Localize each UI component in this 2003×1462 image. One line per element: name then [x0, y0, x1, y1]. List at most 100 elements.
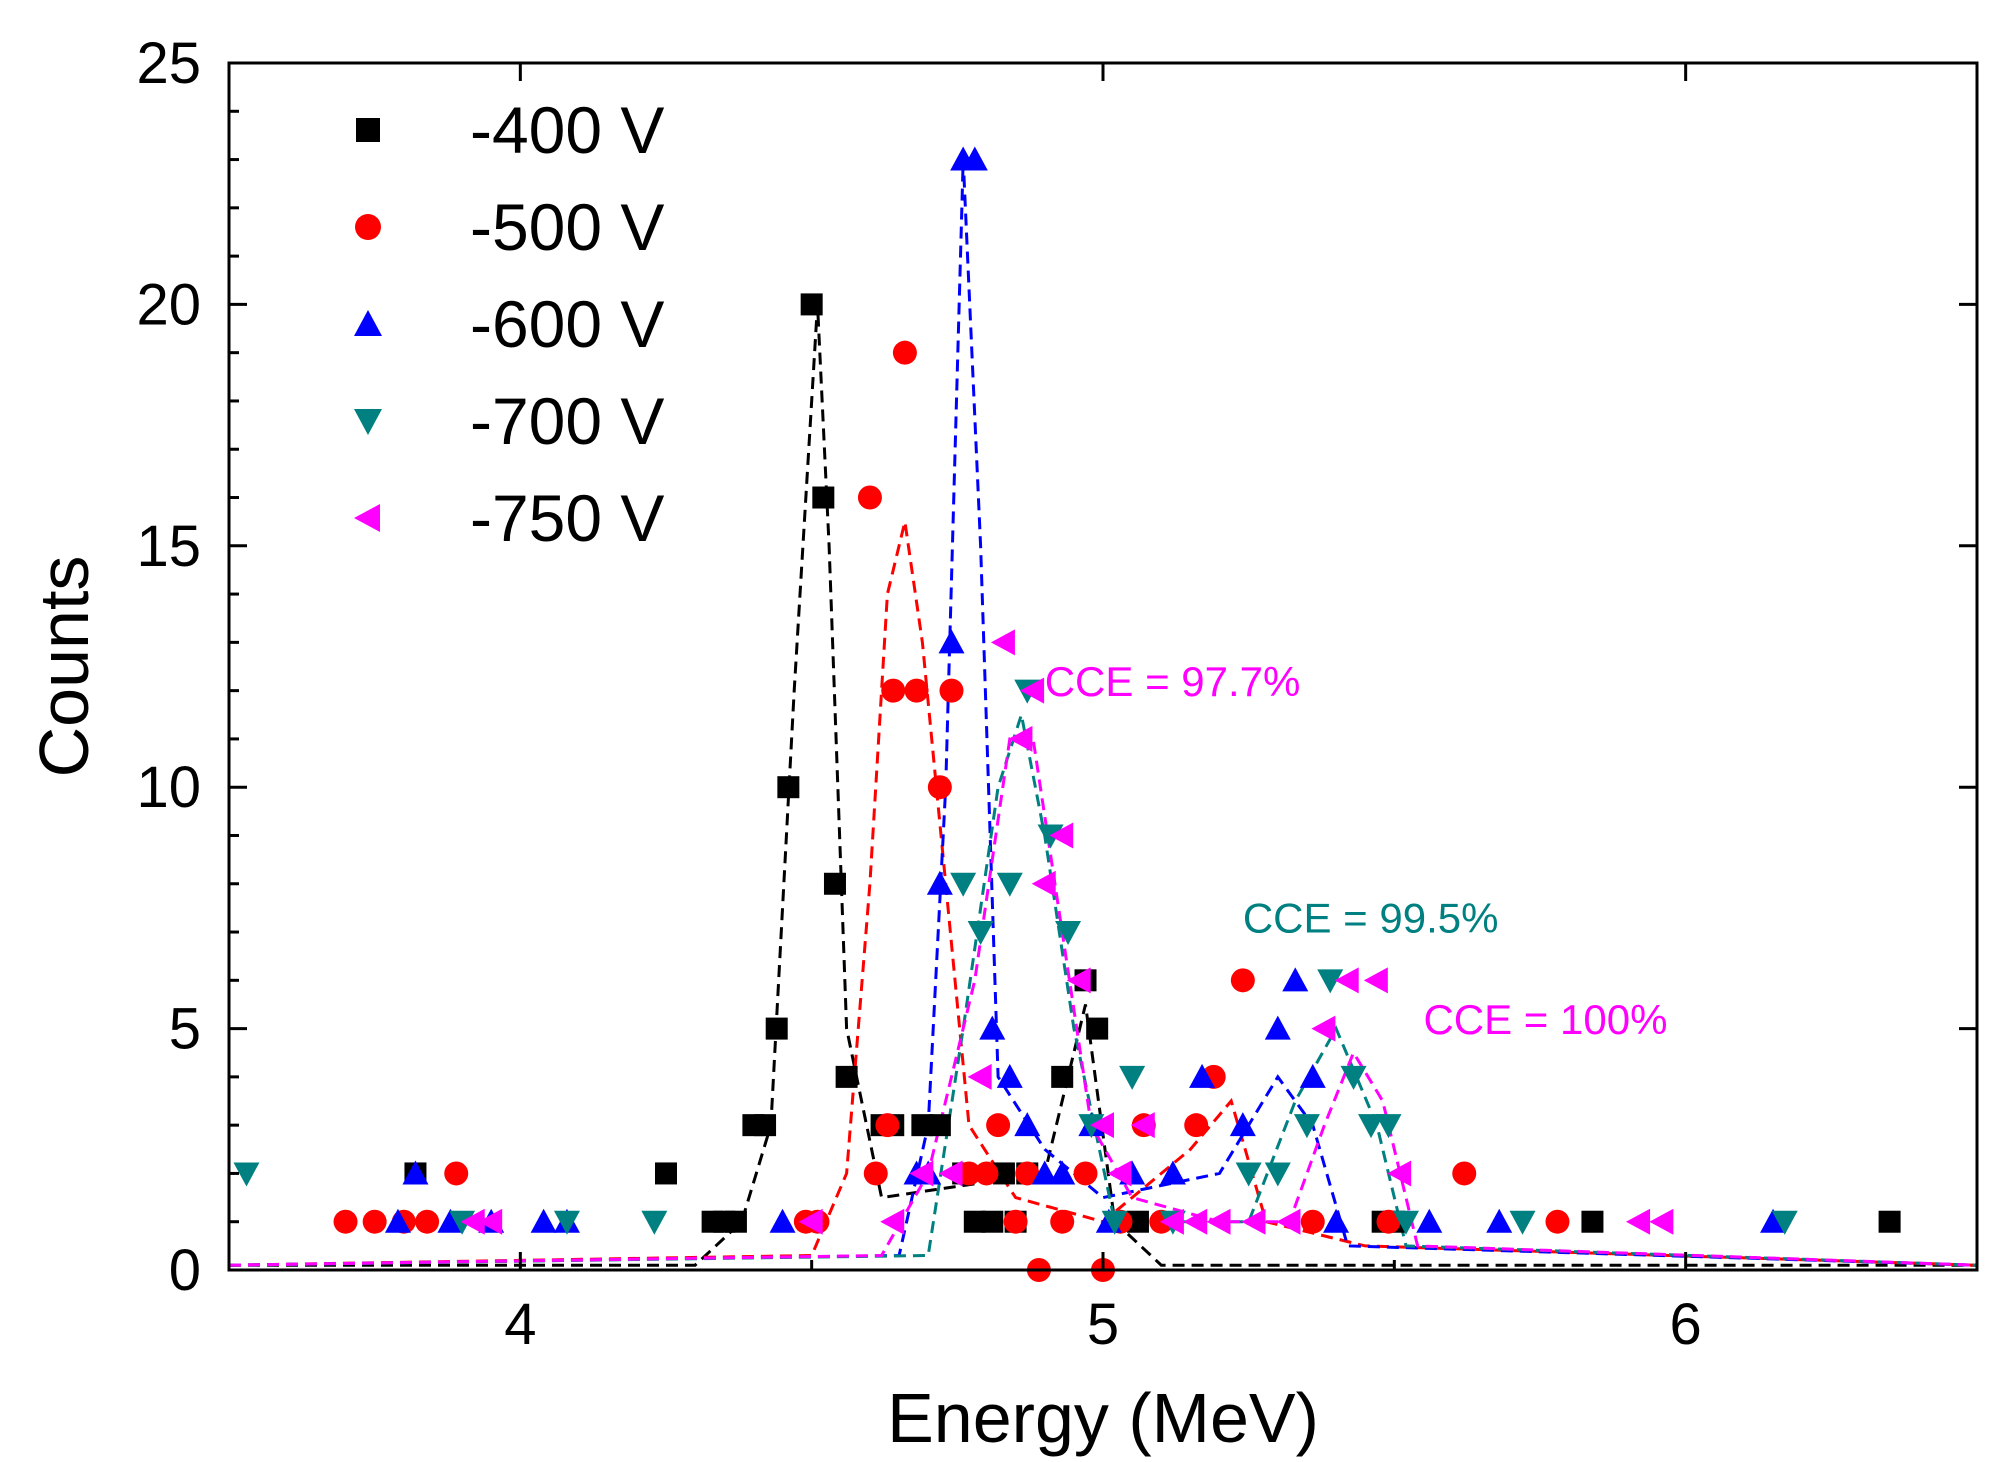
data-point-700v — [1317, 969, 1344, 994]
legend-label: -500 V — [470, 190, 664, 264]
fit-curves — [228, 159, 1978, 1267]
data-point-400v — [812, 486, 835, 509]
data-point-600v — [938, 629, 965, 654]
data-point-500v — [956, 1161, 981, 1186]
data-point-700v — [1358, 1114, 1385, 1139]
y-tick-label: 5 — [169, 997, 201, 1062]
data-point-750v — [1159, 1208, 1184, 1235]
data-point-600v — [961, 146, 988, 171]
data-point-400v — [992, 1162, 1015, 1185]
data-point-400v — [655, 1162, 677, 1185]
legend-label: -750 V — [470, 481, 664, 555]
data-point-500v — [1015, 1161, 1040, 1186]
data-point-400v — [777, 776, 800, 799]
data-point-400v — [765, 1017, 788, 1040]
fit-curve-400v — [229, 304, 1977, 1267]
data-point-400v — [963, 1210, 986, 1233]
data-point-700v — [1119, 1065, 1146, 1090]
data-point-750v — [1626, 1208, 1651, 1235]
data-point-700v — [233, 1162, 260, 1187]
data-point-700v — [1037, 824, 1064, 849]
data-point-400v — [835, 1065, 858, 1088]
data-point-750v — [1049, 822, 1074, 849]
axis-ticks: 4 5 6 0 5 10 15 20 25 — [136, 31, 1979, 1357]
y-tick-label: 15 — [136, 514, 201, 579]
cce-annotation: CCE = 100% — [1423, 996, 1667, 1043]
data-point-700v — [1101, 1210, 1128, 1235]
data-point-500v — [444, 1161, 469, 1186]
data-point-700v — [449, 1210, 476, 1235]
data-point-500v — [1073, 1161, 1098, 1186]
data-point-600v — [1416, 1208, 1443, 1233]
data-point-500v — [892, 340, 917, 365]
data-point-750v — [1206, 1208, 1231, 1235]
data-point-500v — [863, 1161, 888, 1186]
data-point-750v — [798, 1208, 823, 1235]
data-point-600v — [530, 1208, 557, 1233]
data-point-400v — [928, 1114, 951, 1137]
data-point-750v — [1363, 967, 1388, 994]
data-point-500v — [1545, 1209, 1570, 1234]
data-point-600v — [1299, 1063, 1326, 1088]
data-point-500v — [974, 1161, 999, 1186]
data-point-750v — [1334, 967, 1359, 994]
data-point-750v — [478, 1208, 503, 1235]
data-point-600v — [384, 1208, 411, 1233]
data-point-700v — [1509, 1210, 1536, 1235]
data-point-600v — [1159, 1160, 1186, 1185]
data-point-750v — [1276, 1208, 1301, 1235]
x-tick-label: 6 — [1670, 1292, 1702, 1357]
data-point-700v — [1392, 1210, 1419, 1235]
data-point-700v — [996, 872, 1023, 897]
legend-marker — [356, 118, 380, 142]
data-point-400v — [1126, 1210, 1149, 1233]
data-point-700v — [1264, 1162, 1291, 1187]
legend-label: -700 V — [470, 384, 664, 458]
data-point-400v — [1878, 1210, 1901, 1233]
data-point-750v — [1649, 1208, 1674, 1235]
data-point-700v — [553, 1210, 580, 1235]
x-tick-label: 4 — [504, 1292, 536, 1357]
x-tick-label: 5 — [1087, 1292, 1119, 1357]
data-point-750v — [1107, 1160, 1132, 1187]
data-point-600v — [1323, 1208, 1350, 1233]
data-point-700v — [1078, 1114, 1105, 1139]
data-point-500v — [927, 775, 952, 800]
data-point-750v — [1020, 677, 1045, 704]
data-point-600v — [1264, 1015, 1291, 1040]
cce-annotation: CCE = 99.5% — [1243, 895, 1499, 942]
x-axis-title: Energy (MeV) — [887, 1379, 1319, 1457]
y-tick-label: 25 — [136, 31, 201, 96]
data-point-750v — [938, 1160, 963, 1187]
data-point-700v — [1771, 1210, 1798, 1235]
fit-curve-750v — [228, 737, 1978, 1267]
data-point-750v — [967, 1063, 992, 1090]
data-point-400v — [911, 1114, 934, 1137]
data-point-600v — [1282, 967, 1309, 992]
data-point-600v — [1760, 1208, 1787, 1233]
legend-label: -400 V — [470, 93, 664, 167]
legend-marker — [354, 504, 380, 532]
data-point-500v — [1184, 1113, 1209, 1138]
data-point-600v — [926, 870, 953, 895]
data-point-500v — [1050, 1209, 1075, 1234]
data-point-750v — [1241, 1208, 1266, 1235]
data-point-700v — [1235, 1162, 1262, 1187]
data-point-600v — [1229, 1112, 1256, 1137]
data-point-750v — [1008, 725, 1033, 752]
data-point-500v — [857, 485, 882, 510]
data-point-600v — [1486, 1208, 1513, 1233]
data-point-600v — [996, 1063, 1023, 1088]
data-point-500v — [415, 1209, 440, 1234]
data-point-700v — [1340, 1065, 1367, 1090]
data-point-500v — [986, 1113, 1011, 1138]
data-point-600v — [1049, 1160, 1076, 1185]
data-point-500v — [904, 678, 929, 703]
data-point-500v — [1452, 1161, 1477, 1186]
data-point-700v — [950, 872, 977, 897]
data-point-400v — [823, 872, 846, 895]
legend-marker — [355, 214, 381, 240]
data-point-700v — [641, 1210, 668, 1235]
data-point-500v — [1230, 968, 1255, 993]
